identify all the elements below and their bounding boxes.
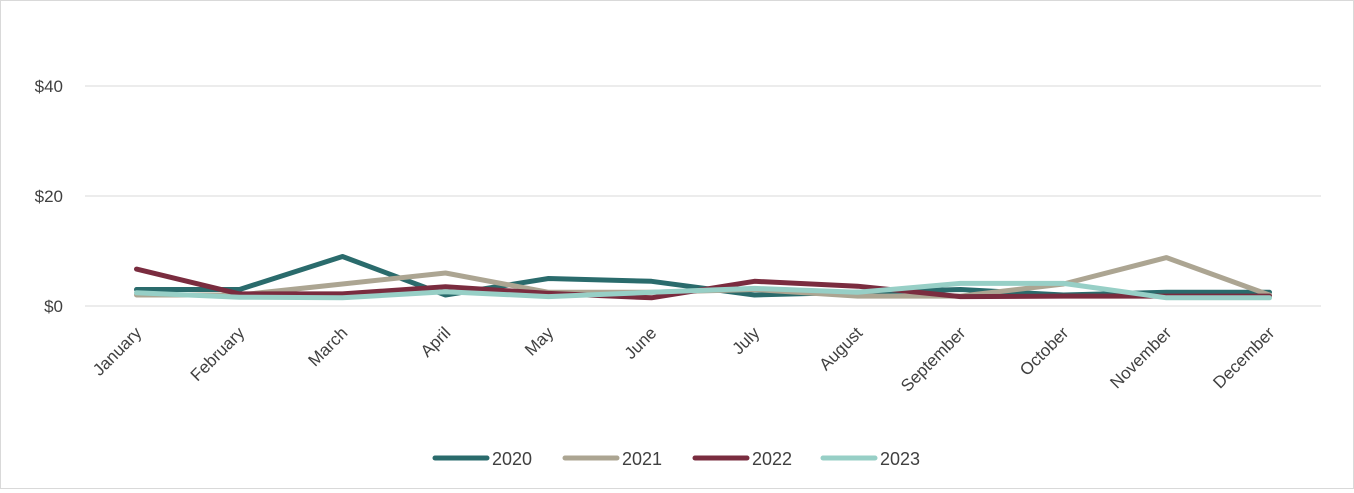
- legend-item-2023: 2023: [820, 449, 920, 469]
- x-axis-tick-labels: January February March April May June July Augu…: [89, 323, 1278, 396]
- gridlines: [85, 85, 1321, 307]
- y-tick-label: $20: [35, 187, 63, 206]
- y-tick-label: $0: [44, 297, 63, 316]
- x-tick-label: January: [89, 323, 146, 380]
- x-tick-label: November: [1106, 323, 1175, 392]
- legend-item-2021: 2021: [562, 449, 662, 469]
- legend: 2020 2021 2022 2023: [432, 449, 920, 469]
- x-tick-label: February: [187, 323, 249, 385]
- legend-label: 2022: [752, 449, 792, 469]
- x-tick-label: April: [417, 323, 454, 360]
- series-lines: [134, 254, 1272, 301]
- legend-label: 2020: [492, 449, 532, 469]
- x-tick-label: August: [815, 323, 866, 374]
- x-tick-label: October: [1016, 323, 1072, 379]
- x-tick-label: September: [897, 323, 969, 395]
- x-tick-label: July: [729, 323, 764, 358]
- x-tick-label: June: [621, 323, 661, 363]
- legend-label: 2023: [880, 449, 920, 469]
- x-tick-label: May: [521, 323, 557, 359]
- y-axis-tick-labels: $0 $20 $40: [35, 77, 63, 316]
- x-tick-label: March: [304, 323, 351, 370]
- legend-label: 2021: [622, 449, 662, 469]
- y-tick-label: $40: [35, 77, 63, 96]
- legend-item-2020: 2020: [432, 449, 532, 469]
- series-line-2023: [134, 280, 1272, 301]
- legend-item-2022: 2022: [692, 449, 792, 469]
- x-tick-label: December: [1209, 323, 1278, 392]
